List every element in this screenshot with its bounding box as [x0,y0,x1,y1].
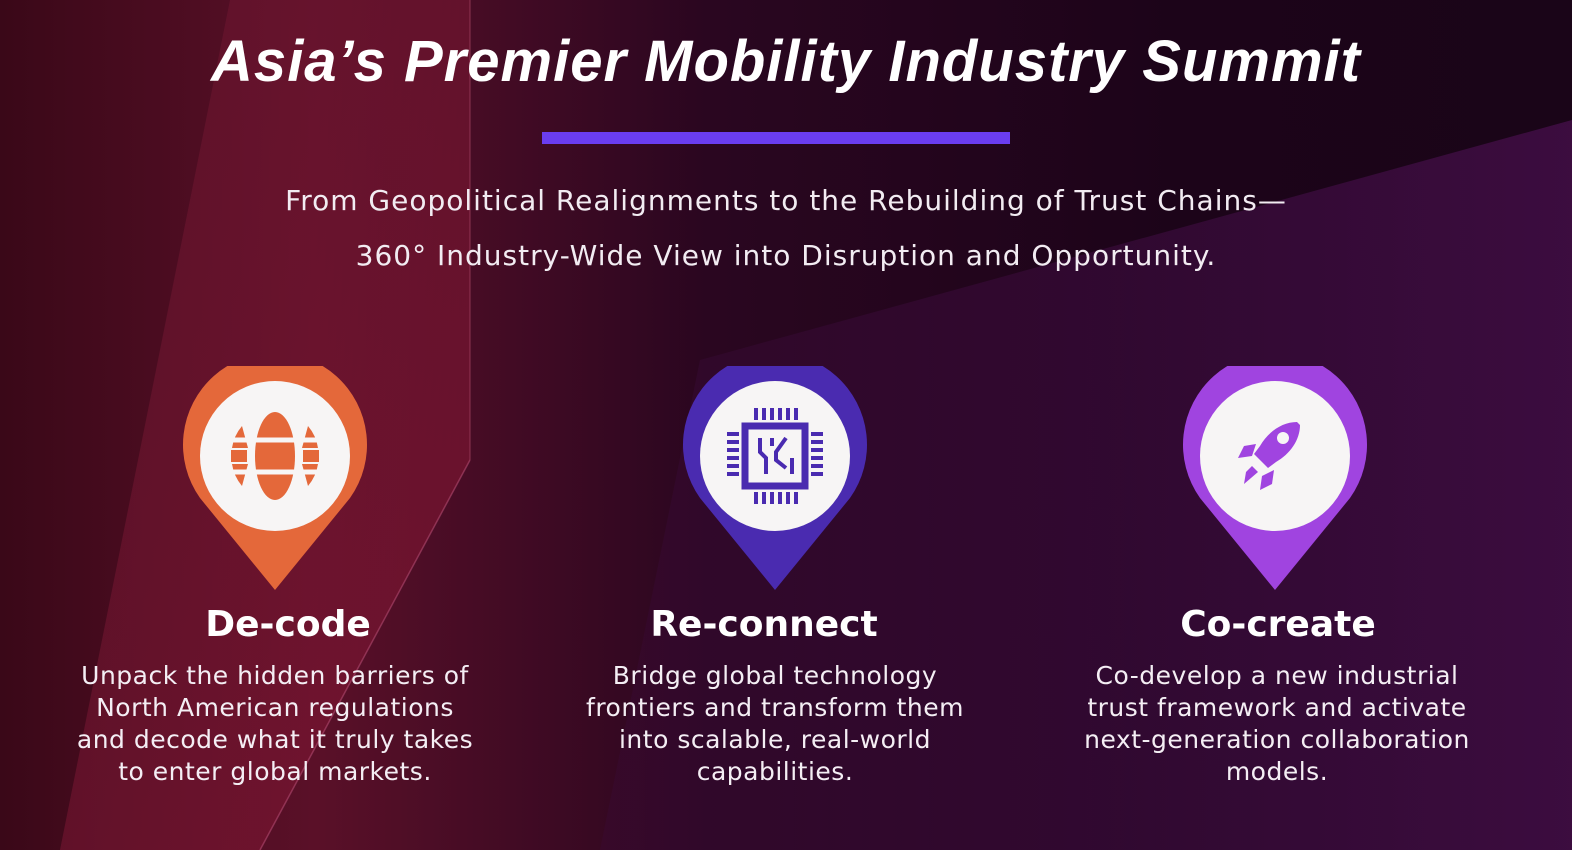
desc-line: North American regulations [96,693,454,722]
subtitle-line-2: 360° Industry-Wide View into Disruption … [355,239,1217,272]
desc-line: Co-develop a new industrial [1095,661,1459,690]
feature-desc-cocreate: Co-develop a new industrial trust framew… [1027,660,1527,788]
desc-line: Unpack the hidden barriers of [81,661,469,690]
rocket-icon [1238,422,1300,490]
feature-title-decode: De-code [205,604,371,645]
feature-title-cocreate: Co-create [1180,604,1376,645]
desc-line: to enter global markets. [118,757,432,786]
desc-line: capabilities. [696,757,854,786]
map-pin-reconnect [683,366,867,590]
desc-line: and decode what it truly takes [76,725,474,754]
map-pin-cocreate [1183,366,1367,590]
desc-line: next-generation collaboration [1084,725,1470,754]
title-underline [542,132,1010,144]
chip-icon [727,408,823,504]
map-pin-decode [183,366,367,590]
subtitle-line-1: From Geopolitical Realignments to the Re… [285,184,1287,217]
feature-desc-reconnect: Bridge global technology frontiers and t… [525,660,1025,788]
feature-desc-decode: Unpack the hidden barriers of North Amer… [25,660,525,788]
desc-line: into scalable, real-world [618,725,931,754]
desc-line: frontiers and transform them [586,693,964,722]
desc-line: models. [1225,757,1329,786]
desc-line: Bridge global technology [612,661,938,690]
globe-icon [231,412,319,500]
feature-title-reconnect: Re-connect [650,604,878,645]
page-title: Asia’s Premier Mobility Industry Summit [211,29,1361,94]
desc-line: trust framework and activate [1087,693,1467,722]
